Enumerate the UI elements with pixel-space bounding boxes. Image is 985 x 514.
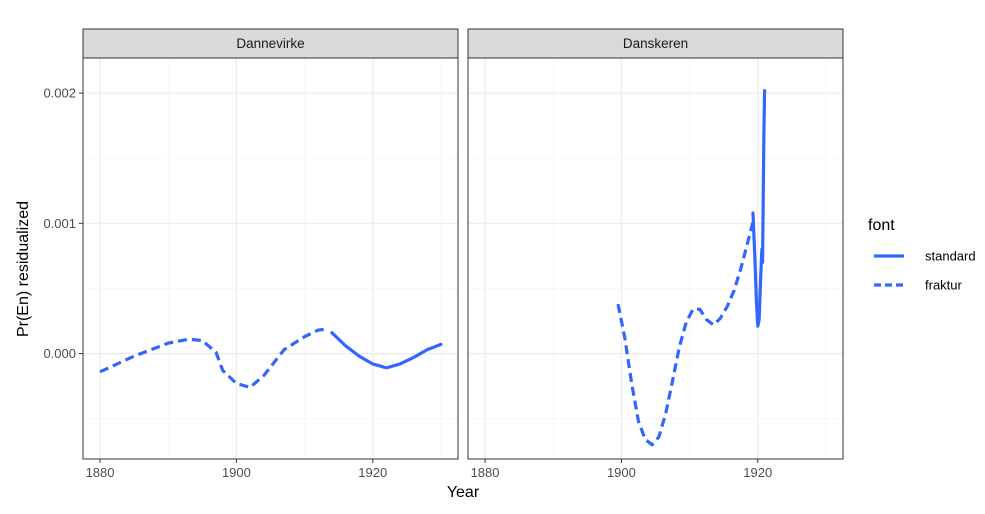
x-tick-label: 1880 [86,465,115,480]
panel-background [83,58,458,459]
series-line-standard-danskeren [751,88,767,328]
strip-dannevirke [82,28,459,59]
panel-border [82,57,459,460]
x-tick-label: 1900 [607,465,636,480]
panel-dannevirke: Dannevirke 1880 1900 1920 [82,28,459,480]
y-tick-label: 0.000 [43,346,76,361]
panel-background [468,58,843,459]
y-axis: 0.000 0.001 0.002 [43,86,83,361]
y-axis-title: Pr(En) residualized [15,201,32,337]
x-tick-label: 1880 [471,465,500,480]
legend-label-standard: standard [925,249,976,264]
series-line-fraktur-dannevirke [99,327,329,389]
legend: font standard fraktur [868,217,976,293]
x-tick-label: 1900 [222,465,251,480]
x-tick-label: 1920 [743,465,772,480]
panel-danskeren: Danskeren 1880 1900 1920 [467,28,844,480]
strip-label-dannevirke: Dannevirke [236,36,304,51]
series-line-fraktur-danskeren [616,221,755,447]
legend-title: font [868,217,895,234]
y-tick-label: 0.001 [43,216,76,231]
legend-label-fraktur: fraktur [925,278,963,293]
facet-panels: Dannevirke 1880 1900 1920 Danskeren 1880 1900 1… [82,28,844,480]
strip-label-danskeren: Danskeren [623,36,688,51]
series-line-standard-dannevirke [330,331,443,370]
x-tick-label: 1920 [358,465,387,480]
panel-border [467,57,844,460]
x-axis-title: Year [447,484,480,501]
strip-danskeren [467,28,844,59]
y-tick-label: 0.002 [43,86,76,101]
